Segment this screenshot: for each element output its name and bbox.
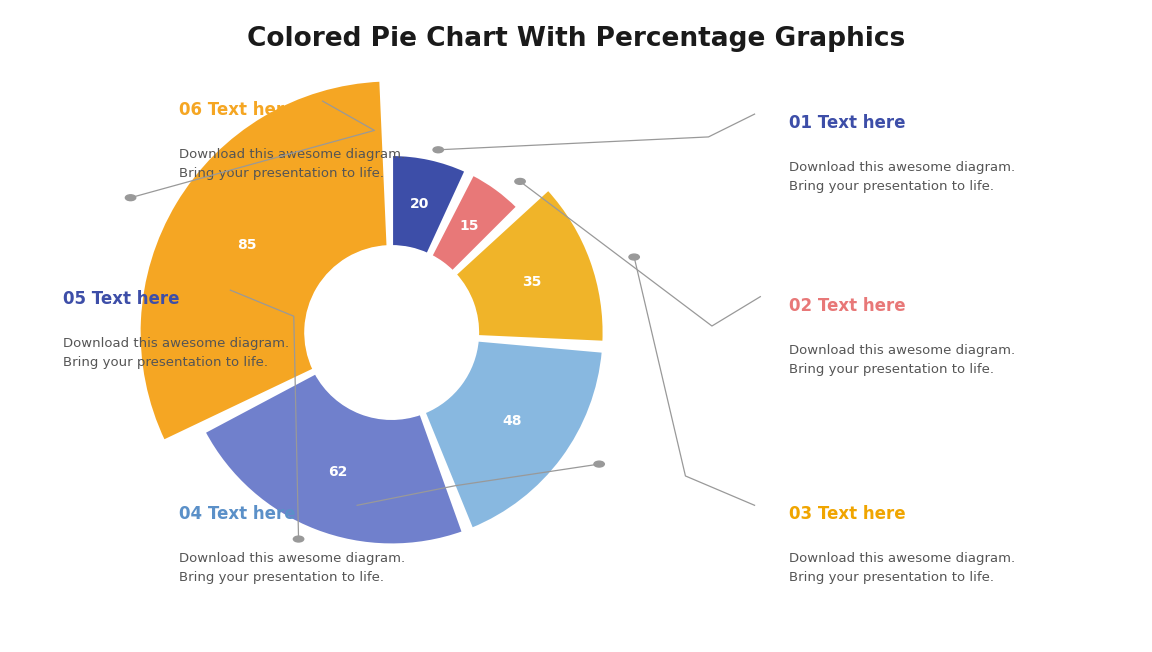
Text: 01 Text here: 01 Text here	[789, 114, 905, 132]
Text: 03 Text here: 03 Text here	[789, 505, 905, 524]
Text: 02 Text here: 02 Text here	[789, 297, 905, 315]
Text: Download this awesome diagram.
Bring your presentation to life.: Download this awesome diagram. Bring you…	[789, 552, 1015, 584]
Text: 04 Text here: 04 Text here	[179, 505, 295, 524]
Text: 05 Text here: 05 Text here	[63, 290, 180, 308]
Text: 06 Text here: 06 Text here	[179, 101, 295, 119]
Text: 48: 48	[502, 414, 522, 428]
Text: Download this awesome diagram.
Bring your presentation to life.: Download this awesome diagram. Bring you…	[63, 337, 289, 369]
Text: 62: 62	[328, 465, 348, 479]
Text: Download this awesome diagram.
Bring your presentation to life.: Download this awesome diagram. Bring you…	[789, 161, 1015, 193]
Text: Download this awesome diagram.
Bring your presentation to life.: Download this awesome diagram. Bring you…	[789, 344, 1015, 376]
Text: Download this awesome diagram.
Bring your presentation to life.: Download this awesome diagram. Bring you…	[179, 552, 404, 584]
Wedge shape	[139, 80, 388, 441]
Wedge shape	[204, 373, 463, 545]
Wedge shape	[431, 174, 517, 272]
Wedge shape	[455, 189, 604, 342]
Text: Download this awesome diagram.
Bring your presentation to life.: Download this awesome diagram. Bring you…	[179, 148, 404, 180]
Text: 15: 15	[460, 219, 479, 233]
Text: 85: 85	[237, 239, 257, 252]
Wedge shape	[424, 340, 604, 529]
Circle shape	[305, 246, 478, 419]
Text: 35: 35	[522, 274, 541, 289]
Wedge shape	[392, 155, 465, 254]
Text: Colored Pie Chart With Percentage Graphics: Colored Pie Chart With Percentage Graphi…	[247, 26, 905, 52]
Text: 20: 20	[410, 197, 430, 211]
